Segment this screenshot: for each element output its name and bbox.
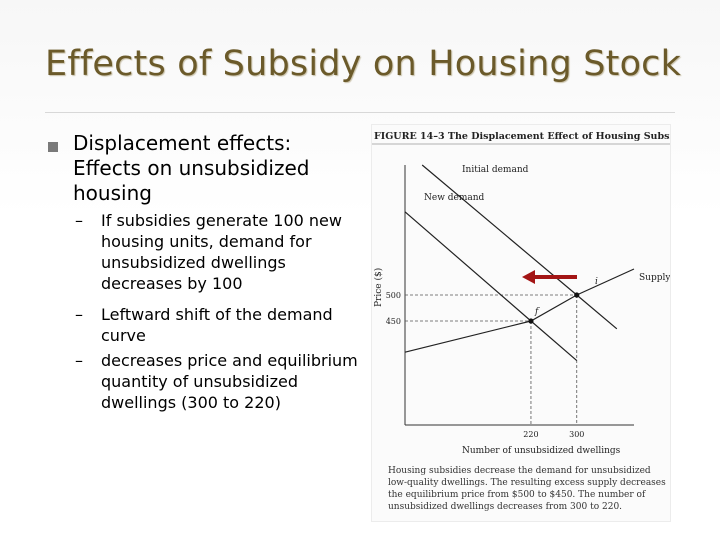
left-arrow-icon: [522, 270, 577, 284]
figure-caption: Housing subsidies decrease the demand fo…: [388, 466, 666, 512]
sub-bullet-text: If subsidies generate 100 new housing un…: [101, 211, 342, 293]
dash-bullet: –: [75, 305, 83, 324]
initial-demand-line: [421, 164, 618, 330]
sub-bullet-text: decreases price and equilibrium quantity…: [101, 351, 358, 412]
figure-chart-svg: FIGURE 14–3 The Displacement Effect of H…: [372, 131, 670, 456]
equilibrium-point-f: [528, 318, 534, 324]
y-tick-label: 500: [386, 291, 401, 300]
slide-title: Effects of Subsidy on Housing Stock: [45, 44, 682, 84]
point-f-label: f: [534, 307, 540, 317]
x-tick-label: 300: [569, 430, 584, 439]
y-tick-label: 450: [386, 317, 401, 326]
point-i-label: i: [595, 277, 598, 287]
y-axis-label: Price ($): [373, 268, 384, 307]
title-divider: [45, 112, 675, 113]
supply-line: [404, 268, 635, 353]
dash-bullet: –: [75, 211, 83, 230]
equilibrium-point-i: [574, 292, 580, 298]
square-bullet-icon: [48, 142, 58, 152]
displacement-figure: FIGURE 14–3 The Displacement Effect of H…: [371, 124, 671, 522]
new-demand-line: [404, 211, 578, 361]
initial-demand-label: Initial demand: [462, 165, 529, 175]
sub-bullet-1: – If subsidies generate 100 new housing …: [75, 210, 365, 294]
sub-bullet-2: – Leftward shift of the demand curve: [75, 304, 365, 346]
supply-label: Supply: [639, 273, 670, 283]
sub-bullet-text: Leftward shift of the demand curve: [101, 305, 333, 345]
x-axis-label: Number of unsubsidized dwellings: [462, 446, 621, 456]
sub-bullet-3: – decreases price and equilibrium quanti…: [75, 350, 365, 413]
figure-heading: FIGURE 14–3 The Displacement Effect of H…: [374, 131, 670, 142]
main-bullet-text: Displacement effects: Effects on unsubsi…: [73, 131, 310, 205]
new-demand-label: New demand: [424, 193, 485, 203]
x-tick-label: 220: [523, 430, 538, 439]
dash-bullet: –: [75, 351, 83, 370]
